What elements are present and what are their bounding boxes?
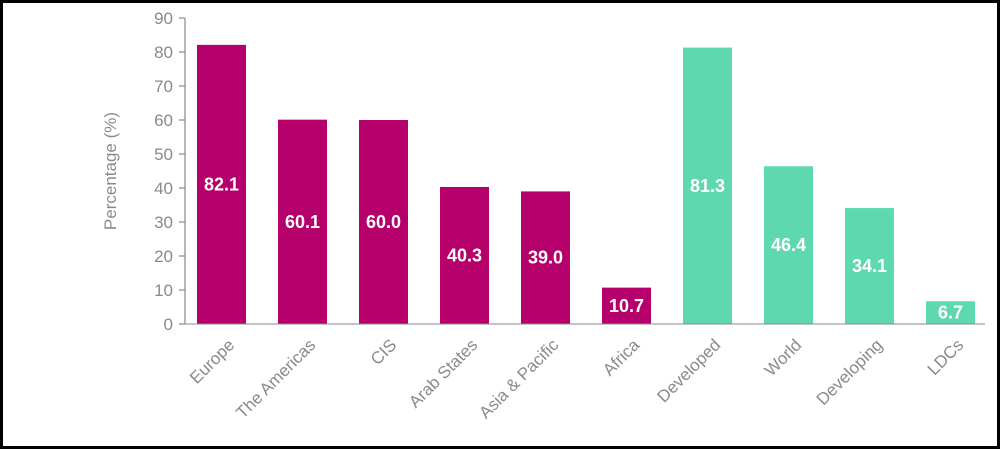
x-tick-label: Developing — [813, 335, 887, 409]
bar — [845, 208, 894, 324]
y-tick-label: 0 — [164, 315, 173, 334]
data-label: 10.7 — [609, 296, 644, 316]
bar — [359, 120, 408, 324]
data-label: 60.0 — [366, 212, 401, 232]
bar — [440, 186, 489, 324]
data-labels: 82.1 60.1 60.0 40.3 39.0 10.7 81.3 46.4 34.1 6.7 — [204, 174, 963, 322]
data-label: 81.3 — [690, 176, 725, 196]
y-tick-label: 80 — [154, 43, 173, 62]
y-axis-title: Percentage (%) — [101, 112, 120, 230]
data-label: 60.1 — [285, 212, 320, 232]
y-tick-label: 10 — [154, 281, 173, 300]
data-label: 34.1 — [852, 256, 887, 276]
y-tick-label: 30 — [154, 213, 173, 232]
y-tick-label: 20 — [154, 247, 173, 266]
y-axis: 0 10 20 30 40 50 60 70 80 90 — [154, 9, 186, 334]
y-tick-label: 70 — [154, 77, 173, 96]
x-tick-label: Arab States — [405, 335, 481, 411]
x-tick-label: Europe — [186, 335, 238, 387]
y-tick-label: 60 — [154, 111, 173, 130]
bar — [521, 191, 570, 324]
data-label: 6.7 — [938, 303, 963, 323]
data-label: 40.3 — [447, 245, 482, 265]
x-tick-label: CIS — [367, 335, 400, 368]
x-tick-label: The Americas — [232, 335, 319, 422]
bar — [197, 44, 246, 325]
bar — [926, 301, 975, 324]
bar — [602, 287, 651, 324]
y-tick-label: 40 — [154, 179, 173, 198]
data-label: 46.4 — [771, 235, 806, 255]
bar — [764, 166, 813, 324]
bar — [683, 47, 732, 325]
y-tick-label: 50 — [154, 145, 173, 164]
x-tick-label: Developed — [653, 335, 724, 406]
y-tick-label: 90 — [154, 9, 173, 28]
x-tick-label: LDCs — [924, 335, 967, 378]
x-tick-label: Africa — [599, 335, 644, 380]
x-tick-label: World — [761, 335, 806, 380]
data-label: 39.0 — [528, 248, 563, 268]
bars — [197, 44, 975, 325]
bar — [278, 119, 327, 324]
x-tick-label: Asia & Pacific — [475, 335, 562, 422]
data-label: 82.1 — [204, 174, 239, 194]
